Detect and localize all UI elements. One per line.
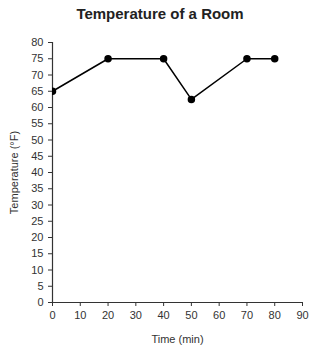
svg-text:90: 90	[296, 309, 308, 321]
svg-text:80: 80	[31, 36, 43, 48]
svg-text:80: 80	[269, 309, 281, 321]
svg-text:55: 55	[31, 117, 43, 129]
svg-text:10: 10	[31, 264, 43, 276]
svg-text:30: 30	[130, 309, 142, 321]
svg-text:60: 60	[31, 101, 43, 113]
svg-text:10: 10	[74, 309, 86, 321]
svg-text:75: 75	[31, 52, 43, 64]
svg-text:40: 40	[31, 166, 43, 178]
svg-text:Time (min): Time (min)	[151, 333, 203, 345]
svg-text:15: 15	[31, 247, 43, 259]
svg-text:45: 45	[31, 150, 43, 162]
html-text:Temperature of a Room: Temperature of a Room	[76, 5, 244, 22]
svg-text:5: 5	[37, 280, 43, 292]
svg-text:25: 25	[31, 215, 43, 227]
svg-text:35: 35	[31, 182, 43, 194]
svg-text:30: 30	[31, 199, 43, 211]
svg-text:70: 70	[31, 69, 43, 81]
svg-text:20: 20	[102, 309, 114, 321]
svg-text:60: 60	[213, 309, 225, 321]
svg-text:Temperature (°F): Temperature (°F)	[8, 131, 20, 214]
svg-text:40: 40	[157, 309, 169, 321]
svg-text:50: 50	[185, 309, 197, 321]
svg-text:0: 0	[49, 309, 55, 321]
svg-text:65: 65	[31, 85, 43, 97]
svg-text:70: 70	[241, 309, 253, 321]
svg-text:50: 50	[31, 134, 43, 146]
svg-text:20: 20	[31, 231, 43, 243]
svg-text:0: 0	[37, 296, 43, 308]
